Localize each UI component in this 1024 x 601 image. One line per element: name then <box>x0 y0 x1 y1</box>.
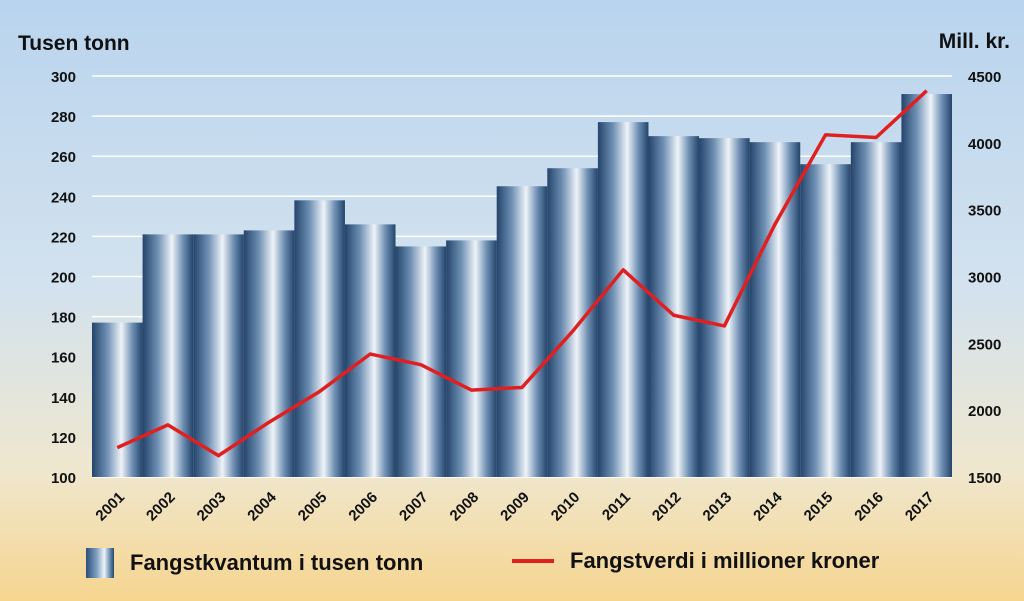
bar-2009 <box>496 186 548 477</box>
bar-2017 <box>901 94 952 478</box>
x-tick-label: 2015 <box>801 489 837 525</box>
bar-2006 <box>344 224 396 477</box>
y-tick-label-left: 280 <box>51 109 76 126</box>
legend-swatch-line <box>512 559 554 563</box>
bar-2005 <box>294 200 345 477</box>
y-tick-label-left: 260 <box>51 149 76 166</box>
y-tick-label-left: 200 <box>51 270 76 287</box>
x-tick-label: 2012 <box>649 489 685 525</box>
x-tick-label: 2006 <box>345 489 381 525</box>
y-tick-label-left: 300 <box>51 69 76 86</box>
y-tick-label-left: 120 <box>51 430 76 447</box>
x-tick-label: 2011 <box>599 489 634 524</box>
y-axis-left: 100 120 140 160 180 200 220 240 260 280 300 <box>51 69 76 487</box>
y-tick-label-left: 220 <box>51 229 76 246</box>
x-tick-label: 2017 <box>902 489 938 525</box>
bar-2004 <box>243 230 295 477</box>
y-axis-title-right: Mill. kr. <box>938 30 1010 53</box>
bar-2008 <box>446 240 497 477</box>
bar-2001 <box>92 322 143 477</box>
x-tick-label: 2004 <box>244 488 280 524</box>
x-tick-label: 2014 <box>750 488 786 524</box>
legend-label-bars: Fangstkvantum i tusen tonn <box>130 550 424 575</box>
y-tick-label-right: 4000 <box>968 136 1001 153</box>
y-tick-label-right: 2000 <box>968 403 1001 420</box>
bar-2011 <box>597 122 649 478</box>
legend-item-line: Fangstverdi i millioner kroner <box>512 548 879 574</box>
x-tick-label: 2007 <box>396 489 432 525</box>
y-tick-label-left: 100 <box>51 470 76 487</box>
x-tick-label: 2001 <box>93 489 129 525</box>
y-tick-label-right: 1500 <box>968 470 1001 487</box>
bar-2012 <box>648 136 700 477</box>
y-axis-right: 1500 2000 2500 3000 3500 4000 4500 <box>968 69 1001 487</box>
bar-2002 <box>142 234 194 477</box>
bar-2016 <box>850 142 902 478</box>
x-tick-label: 2016 <box>851 489 887 525</box>
x-tick-label: 2005 <box>295 489 331 525</box>
legend-item-bars: Fangstkvantum i tusen tonn <box>86 548 423 578</box>
y-tick-label-right: 3000 <box>968 270 1001 287</box>
x-tick-label: 2013 <box>700 489 736 525</box>
y-tick-label-right: 3500 <box>968 203 1001 220</box>
bar-series <box>92 94 952 478</box>
x-tick-label: 2010 <box>548 489 584 525</box>
legend-label-line: Fangstverdi i millioner kroner <box>570 548 880 573</box>
y-tick-label-right: 2500 <box>968 336 1001 353</box>
bar-2013 <box>699 138 750 477</box>
x-tick-label: 2009 <box>497 489 533 525</box>
x-tick-label: 2003 <box>194 489 230 525</box>
y-tick-label-left: 180 <box>51 310 76 327</box>
y-tick-label-left: 140 <box>51 390 76 407</box>
x-axis: 2001 2002 2003 2004 2005 2006 2007 2008 2009 2010… <box>93 488 938 524</box>
y-tick-label-left: 160 <box>51 350 76 367</box>
y-tick-label-right: 4500 <box>968 69 1001 86</box>
line-series <box>116 89 928 458</box>
bar-2015 <box>800 164 851 477</box>
y-tick-label-left: 240 <box>51 189 76 206</box>
line-series-path <box>116 89 928 458</box>
x-tick-label: 2008 <box>447 489 483 525</box>
y-axis-title-left: Tusen tonn <box>18 32 130 55</box>
bar-2010 <box>547 168 598 478</box>
legend-swatch-bars <box>86 548 114 578</box>
x-tick-label: 2002 <box>143 489 179 525</box>
bar-2003 <box>193 234 244 477</box>
